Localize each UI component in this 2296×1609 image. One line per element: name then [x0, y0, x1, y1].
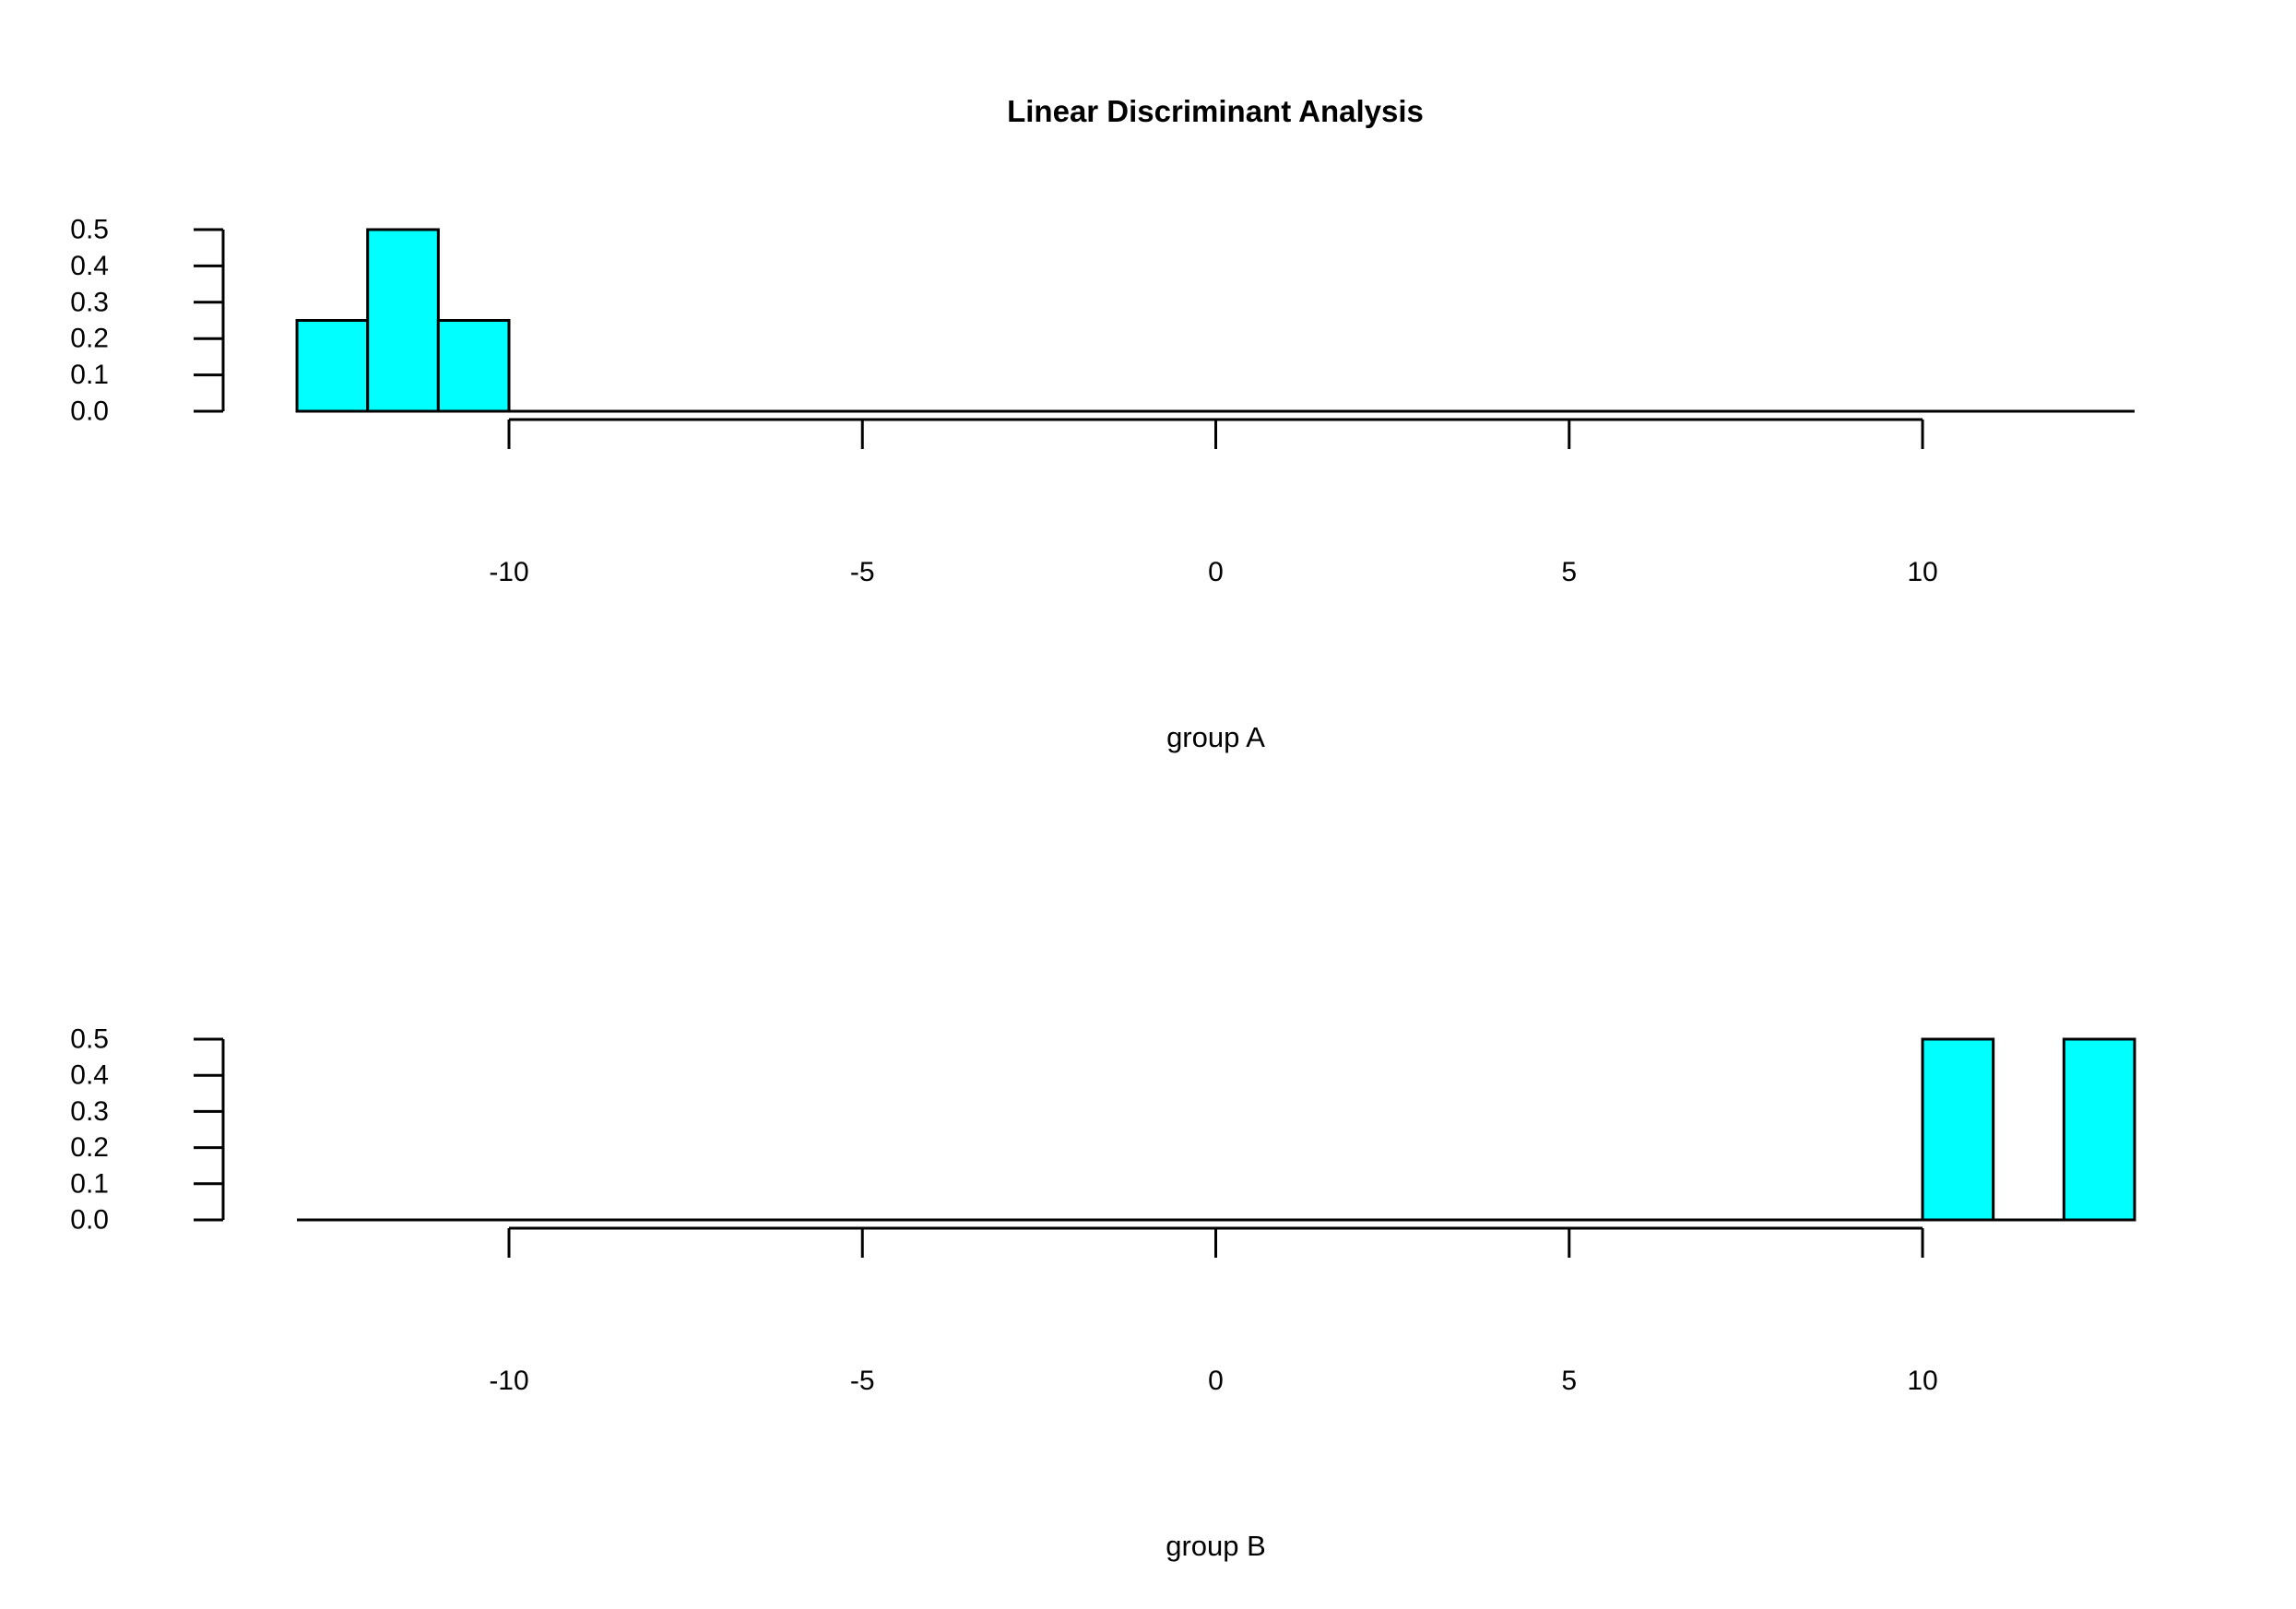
histogram-panel-2: 0.0 0.1 0.2 0.3 0.4 0.5 -10 -5 0 5 10 group B	[70, 1024, 2136, 1562]
y-tick-label: 0.0	[70, 396, 109, 427]
y-tick-label: 0.2	[70, 324, 109, 354]
histogram-panel-1: 0.0 0.1 0.2 0.3 0.4 0.5 -10 -5 0 5 10 group A	[70, 215, 2135, 753]
y-tick-label: 0.2	[70, 1132, 109, 1163]
y-tick-label: 0.5	[70, 1024, 109, 1055]
y-tick-label: 0.1	[70, 360, 109, 390]
x-tick-label: -10	[489, 557, 528, 587]
y-tick-label: 0.4	[70, 251, 109, 281]
y-tick-label: 0.1	[70, 1168, 109, 1199]
histogram-bar	[436, 319, 511, 413]
x-tick-label: -5	[850, 557, 875, 587]
x-tick-label: 0	[1208, 1366, 1224, 1396]
x-tick-label: 5	[1561, 557, 1577, 587]
x-tick-label: 10	[1907, 557, 1937, 587]
x-tick-label: 5	[1561, 1366, 1577, 1396]
x-axis-label: group B	[1166, 1530, 1266, 1562]
histogram-bar	[1921, 1037, 1995, 1222]
x-tick-label: -10	[489, 1366, 528, 1396]
x-tick-label: -5	[850, 1366, 875, 1396]
y-tick-label: 0.3	[70, 1096, 109, 1127]
x-tick-label: 10	[1907, 1366, 1937, 1396]
histogram-bar	[366, 228, 440, 413]
y-tick-label: 0.3	[70, 287, 109, 317]
chart-title: Linear Discriminant Analysis	[1007, 94, 1424, 128]
histogram-bar	[2062, 1037, 2136, 1222]
x-axis-label: group A	[1166, 721, 1265, 753]
x-tick-label: 0	[1208, 557, 1224, 587]
y-tick-label: 0.5	[70, 215, 109, 245]
histogram-bar	[295, 319, 370, 413]
y-tick-label: 0.4	[70, 1060, 109, 1091]
y-tick-label: 0.0	[70, 1205, 109, 1236]
